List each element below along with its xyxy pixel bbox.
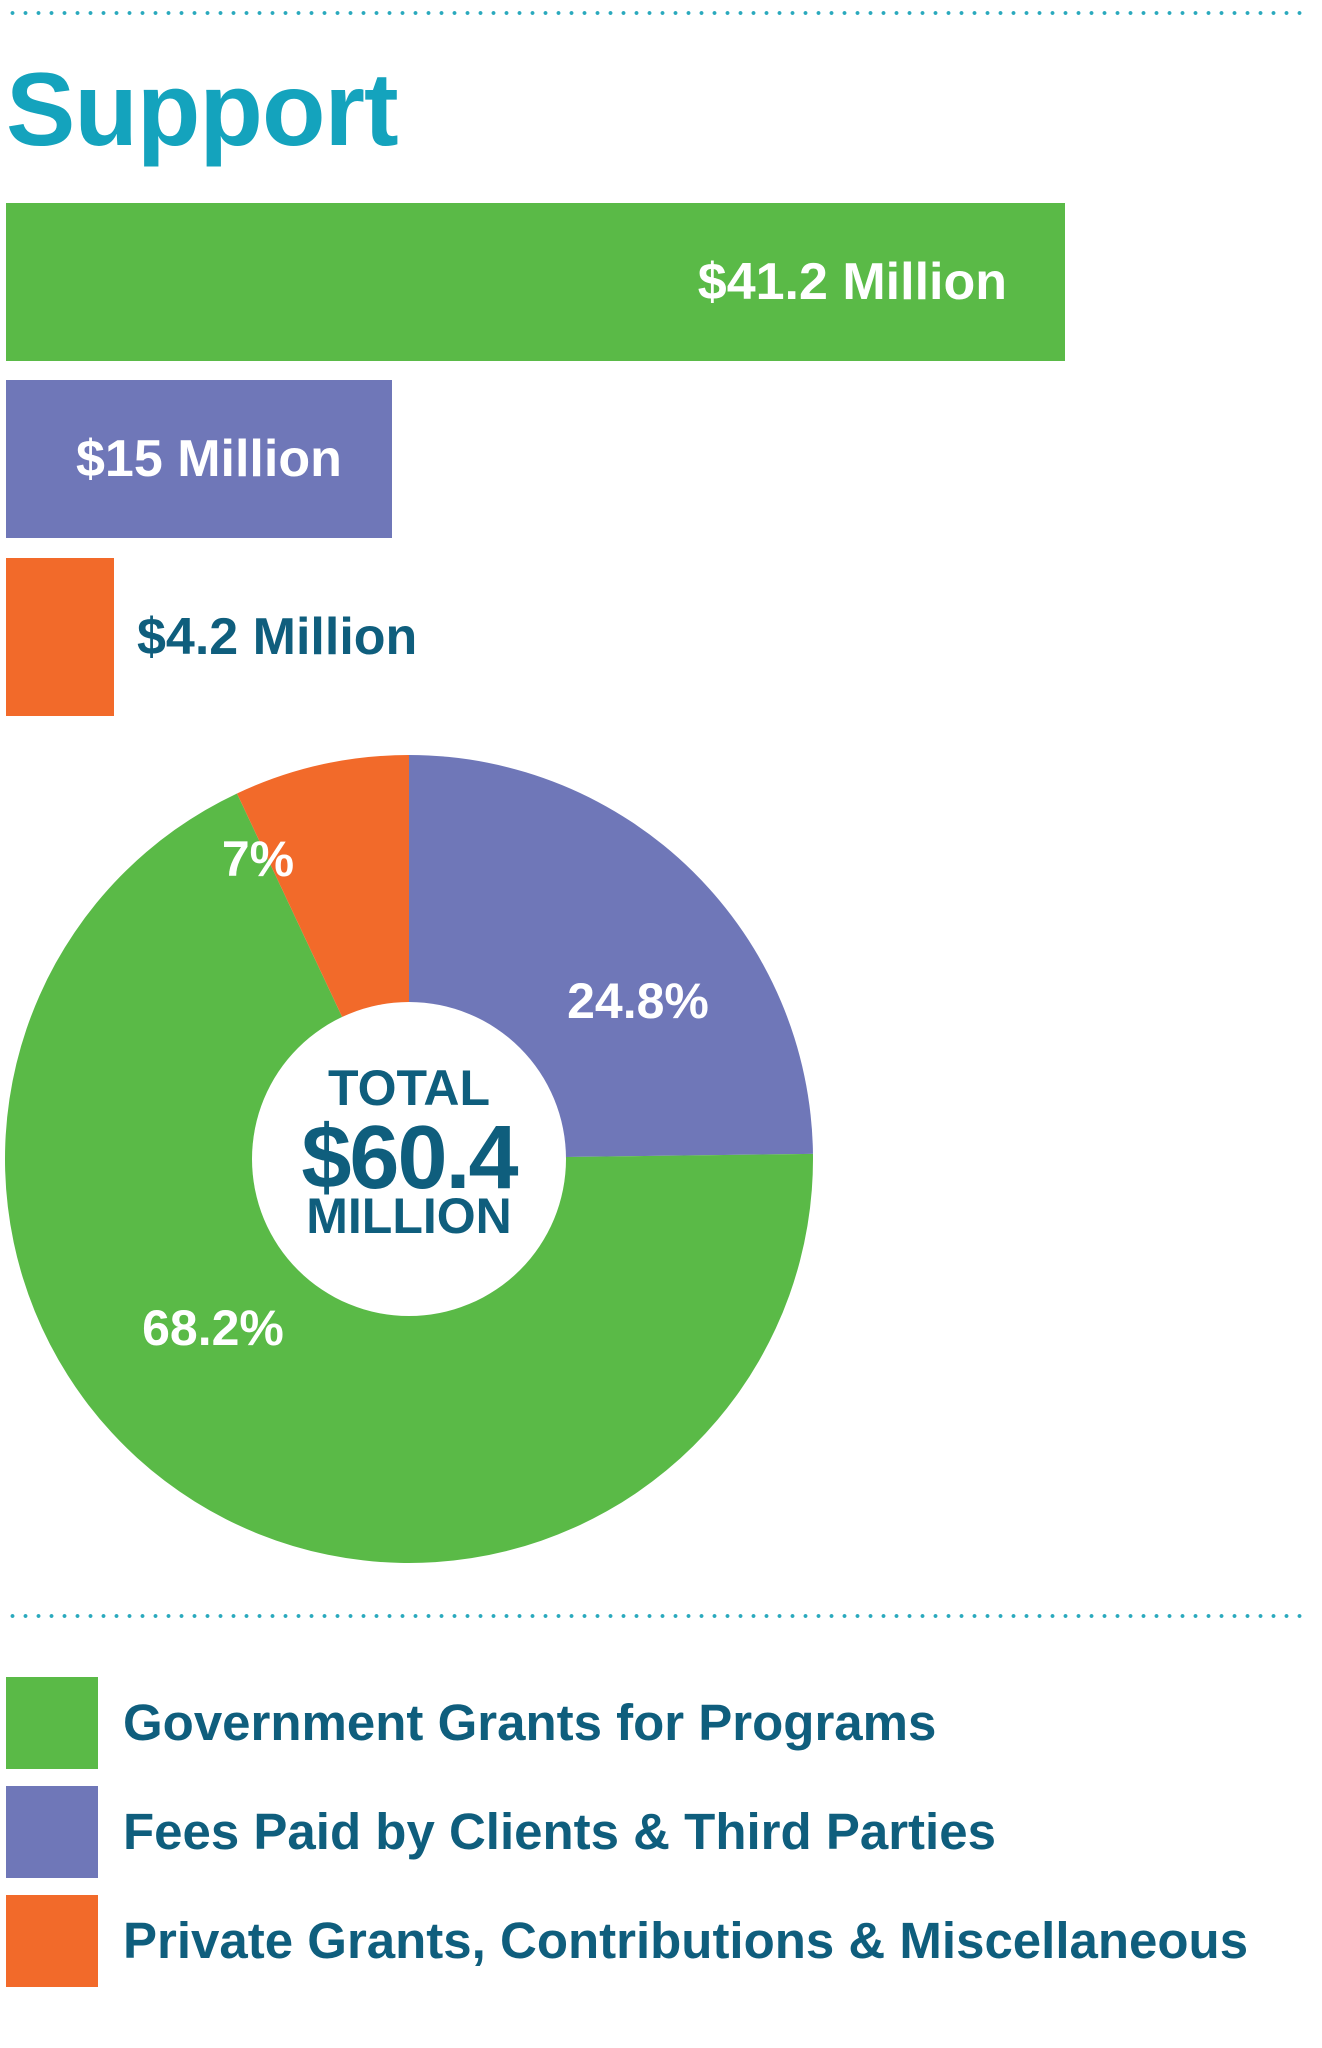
legend-swatch-purple [6, 1786, 98, 1878]
slice-label-government-grants: 68.2% [142, 1300, 284, 1356]
donut-chart: 7% 24.8% 68.2% TOTAL $60.4 MILLION [5, 755, 814, 1564]
top-dotted-divider [6, 11, 1310, 15]
legend-label: Fees Paid by Clients & Third Parties [123, 1803, 996, 1860]
bar-data-label-government-grants: $41.2 Million [697, 253, 1007, 311]
page-title: Support [6, 52, 399, 168]
legend-item-fees-paid: Fees Paid by Clients & Third Parties [6, 1786, 1306, 1878]
bar-private-grants [6, 558, 114, 716]
bar-fees-paid [6, 380, 392, 538]
bar-government-grants [6, 203, 1065, 361]
bottom-dotted-divider [6, 1614, 1310, 1618]
legend-swatch-orange [6, 1895, 98, 1987]
center-total-label: TOTAL [328, 1060, 490, 1116]
legend-item-government-grants: Government Grants for Programs [6, 1677, 1306, 1769]
bar-data-label-fees-paid: $15 Million [76, 430, 342, 488]
legend-swatch-green [6, 1677, 98, 1769]
legend-label: Government Grants for Programs [123, 1694, 937, 1751]
donut-hole [252, 1002, 566, 1316]
legend-item-private-grants: Private Grants, Contributions & Miscella… [6, 1895, 1306, 1987]
bar-data-label-private-grants: $4.2 Million [137, 608, 418, 666]
slice-label-private-grants: 7% [222, 831, 294, 887]
slice-label-fees-paid: 24.8% [567, 973, 709, 1029]
center-total-value: $60.4 [301, 1108, 518, 1208]
center-total-unit: MILLION [306, 1188, 512, 1244]
legend-label: Private Grants, Contributions & Miscella… [123, 1912, 1249, 1969]
